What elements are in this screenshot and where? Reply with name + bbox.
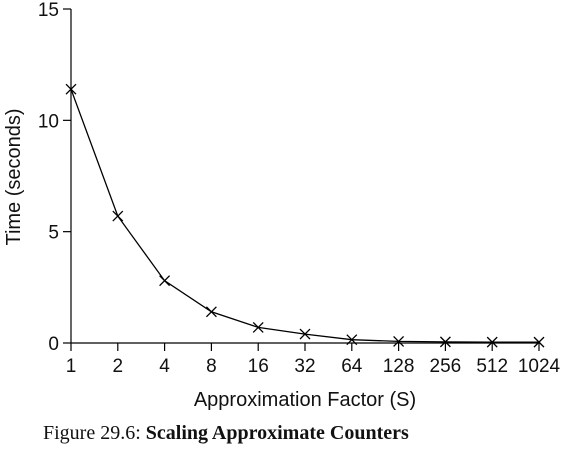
data-point-marker	[486, 336, 498, 348]
data-point-marker	[159, 275, 171, 287]
x-tick-label: 16	[248, 356, 269, 377]
data-point-marker	[393, 335, 405, 347]
data-point-marker	[439, 336, 451, 348]
data-point-marker	[205, 306, 217, 318]
y-axis: 0 5 10 15	[38, 0, 72, 355]
x-tick-label: 2	[113, 356, 124, 377]
x-tick-label: 512	[476, 356, 508, 377]
data-point-marker	[299, 328, 311, 340]
x-tick-label: 256	[430, 356, 462, 377]
x-axis: 1 2 4 8 16 32 64 128 256 512 1024	[66, 342, 561, 377]
x-tick-label: 1	[66, 356, 77, 377]
y-axis-label: Time (seconds)	[3, 108, 25, 245]
data-point-marker	[252, 321, 264, 333]
caption-title: Scaling Approximate Counters	[145, 422, 409, 444]
figure-caption: Figure 29.6: Scaling Approximate Counter…	[43, 422, 563, 445]
x-tick-label: 4	[159, 356, 170, 377]
data-point-marker	[533, 336, 545, 348]
series-line	[70, 88, 539, 343]
x-tick-label: 8	[206, 356, 217, 377]
x-axis-label: Approximation Factor (S)	[194, 389, 416, 411]
series-group	[65, 83, 545, 348]
data-point-marker	[346, 334, 358, 346]
caption-prefix: Figure 29.6:	[43, 422, 141, 444]
y-tick-label: 15	[38, 0, 59, 21]
y-tick-label: 0	[48, 334, 59, 355]
x-tick-label: 64	[341, 356, 363, 377]
x-tick-label: 32	[294, 356, 315, 377]
y-tick-label: 10	[38, 111, 59, 132]
x-tick-label: 128	[383, 356, 415, 377]
chart: 0 5 10 15 1 2 4 8 16 32 64 128 256 512 1024 Time (sec…	[3, 0, 561, 411]
data-point-marker	[112, 210, 124, 222]
data-point-marker	[65, 83, 77, 95]
x-tick-label: 1024	[518, 356, 561, 377]
y-tick-label: 5	[48, 223, 59, 244]
